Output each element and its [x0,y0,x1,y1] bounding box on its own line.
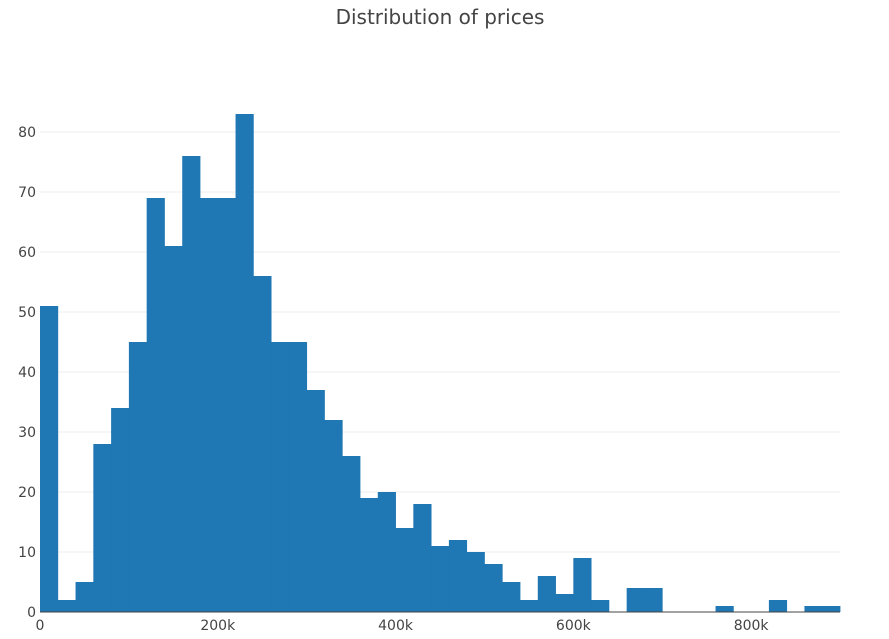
chart-title: Distribution of prices [336,5,545,29]
histogram-bar[interactable] [111,408,130,612]
histogram-bar[interactable] [164,246,183,612]
histogram-bar[interactable] [57,600,76,612]
histogram-bar[interactable] [342,456,361,612]
histogram-bar[interactable] [768,600,788,612]
histogram-bar[interactable] [555,594,574,612]
histogram-bar[interactable] [253,276,272,612]
y-tick-label: 30 [18,425,36,441]
y-tick-label: 10 [18,545,36,561]
histogram-bar[interactable] [271,342,290,612]
histogram-bar[interactable] [182,156,201,612]
histogram-bar[interactable] [306,390,325,612]
histogram-bar[interactable] [573,558,592,612]
y-tick-label: 50 [18,305,36,321]
histogram-bar[interactable] [502,582,521,612]
histogram-bar[interactable] [324,420,343,612]
histogram-bar[interactable] [466,552,485,612]
histogram-bar[interactable] [413,504,432,612]
histogram-bar[interactable] [128,342,148,612]
histogram-bar[interactable] [217,198,236,612]
histogram-bar[interactable] [804,606,823,612]
histogram-bar[interactable] [360,498,379,612]
x-tick-label: 400k [378,618,414,634]
x-tick-label: 800k [734,618,770,634]
y-tick-labels: 0 10 20 30 40 50 60 70 80 [18,125,36,621]
histogram-bar[interactable] [715,606,734,612]
histogram-bar[interactable] [644,588,663,612]
histogram-bar[interactable] [822,606,841,612]
histogram-bar[interactable] [484,564,503,612]
histogram-bar[interactable] [200,198,219,612]
bars [40,114,841,612]
histogram-bar[interactable] [520,600,539,612]
histogram-bar[interactable] [93,444,112,612]
histogram-bar[interactable] [448,540,468,612]
x-tick-label: 0 [36,618,45,634]
histogram-bar[interactable] [431,546,450,612]
y-tick-label: 70 [18,185,36,201]
y-tick-label: 0 [27,605,36,621]
histogram-bar[interactable] [626,588,645,612]
histogram-bar[interactable] [146,198,165,612]
x-tick-labels: 0 200k 400k 600k 800k [36,618,770,634]
histogram-bar[interactable] [40,306,59,612]
y-tick-label: 20 [18,485,36,501]
histogram-bar[interactable] [377,492,396,612]
x-tick-label: 200k [200,618,236,634]
histogram-bar[interactable] [537,576,556,612]
histogram-bar[interactable] [591,600,610,612]
y-tick-label: 80 [18,125,36,141]
histogram-bar[interactable] [75,582,94,612]
y-tick-label: 60 [18,245,36,261]
histogram-bar[interactable] [235,114,254,612]
histogram-bar[interactable] [395,528,414,612]
histogram-bar[interactable] [288,342,308,612]
y-tick-label: 40 [18,365,36,381]
x-tick-label: 600k [556,618,592,634]
